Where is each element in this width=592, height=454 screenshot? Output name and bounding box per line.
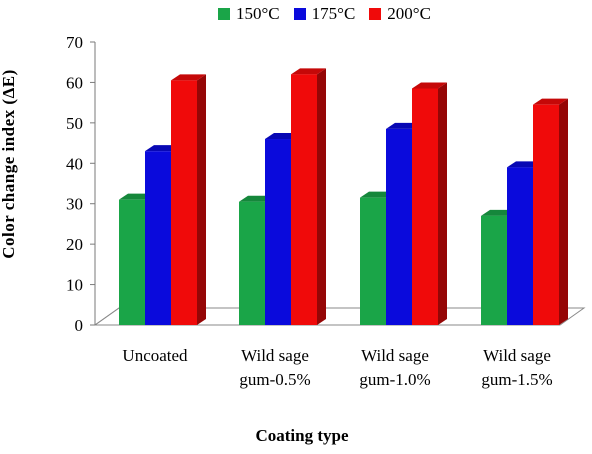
bar-front [533,104,559,326]
bar-front [360,197,386,325]
y-axis: 0 10 20 30 40 50 60 70 [66,33,96,335]
bar-front [386,128,412,325]
bar [533,98,568,326]
y-tick-label: 0 [75,316,84,335]
bar-top [171,74,206,81]
bar-front [412,88,438,325]
y-tick-label: 70 [66,33,83,52]
x-category-label-line: gum-1.5% [481,370,553,389]
bar-front [481,215,507,325]
bar-top [291,68,326,75]
y-axis-title: Color change index (ΔE) [0,69,18,259]
bar-side [559,98,568,326]
x-category-label-line: Wild sage [241,346,309,365]
bar-side [197,74,206,326]
bar-front [171,80,197,326]
bar-top [533,98,568,105]
x-category-label-line: gum-0.5% [239,370,311,389]
x-category-label-line: Wild sage [483,346,551,365]
y-tick-label: 50 [66,114,83,133]
legend: 150°C 175°C 200°C [218,4,431,24]
bar [412,82,447,325]
legend-label-175: 175°C [311,4,356,23]
bar-front [265,139,291,325]
x-category-label-line: gum-1.0% [359,370,431,389]
legend-item-200: 200°C [369,4,431,24]
bar-front [239,201,265,325]
x-category-label-line: Uncoated [122,346,188,365]
bar-front [507,167,533,325]
chart-floor-edge [94,307,120,326]
y-tick-label: 20 [66,235,83,254]
x-axis-title: Coating type [255,426,349,445]
legend-swatch-175 [293,8,306,20]
bar-front [145,151,171,325]
x-category-label-uncoated: Uncoated [100,344,210,368]
x-category-label-gum-0-5: Wild sage gum-0.5% [220,344,330,392]
y-tick-label: 10 [66,276,83,295]
legend-item-150: 150°C [218,4,280,24]
bar [171,74,206,326]
bar-front [291,74,317,325]
legend-item-175: 175°C [293,4,356,24]
bar-front [119,199,145,325]
x-category-label-gum-1-5: Wild sage gum-1.5% [462,344,572,392]
x-category-label-gum-1-0: Wild sage gum-1.0% [340,344,450,392]
y-tick-label: 60 [66,73,83,92]
bars [119,68,568,326]
x-category-label-line: Wild sage [361,346,429,365]
bar-top [412,82,447,89]
bar-side [438,82,447,325]
legend-swatch-150 [218,8,230,20]
bar [291,68,326,325]
legend-label-200: 200°C [387,4,431,23]
bar-side [317,68,326,325]
y-tick-label: 30 [66,195,83,214]
y-tick-label: 40 [66,154,83,173]
legend-swatch-200 [369,8,382,20]
legend-label-150: 150°C [236,4,280,23]
